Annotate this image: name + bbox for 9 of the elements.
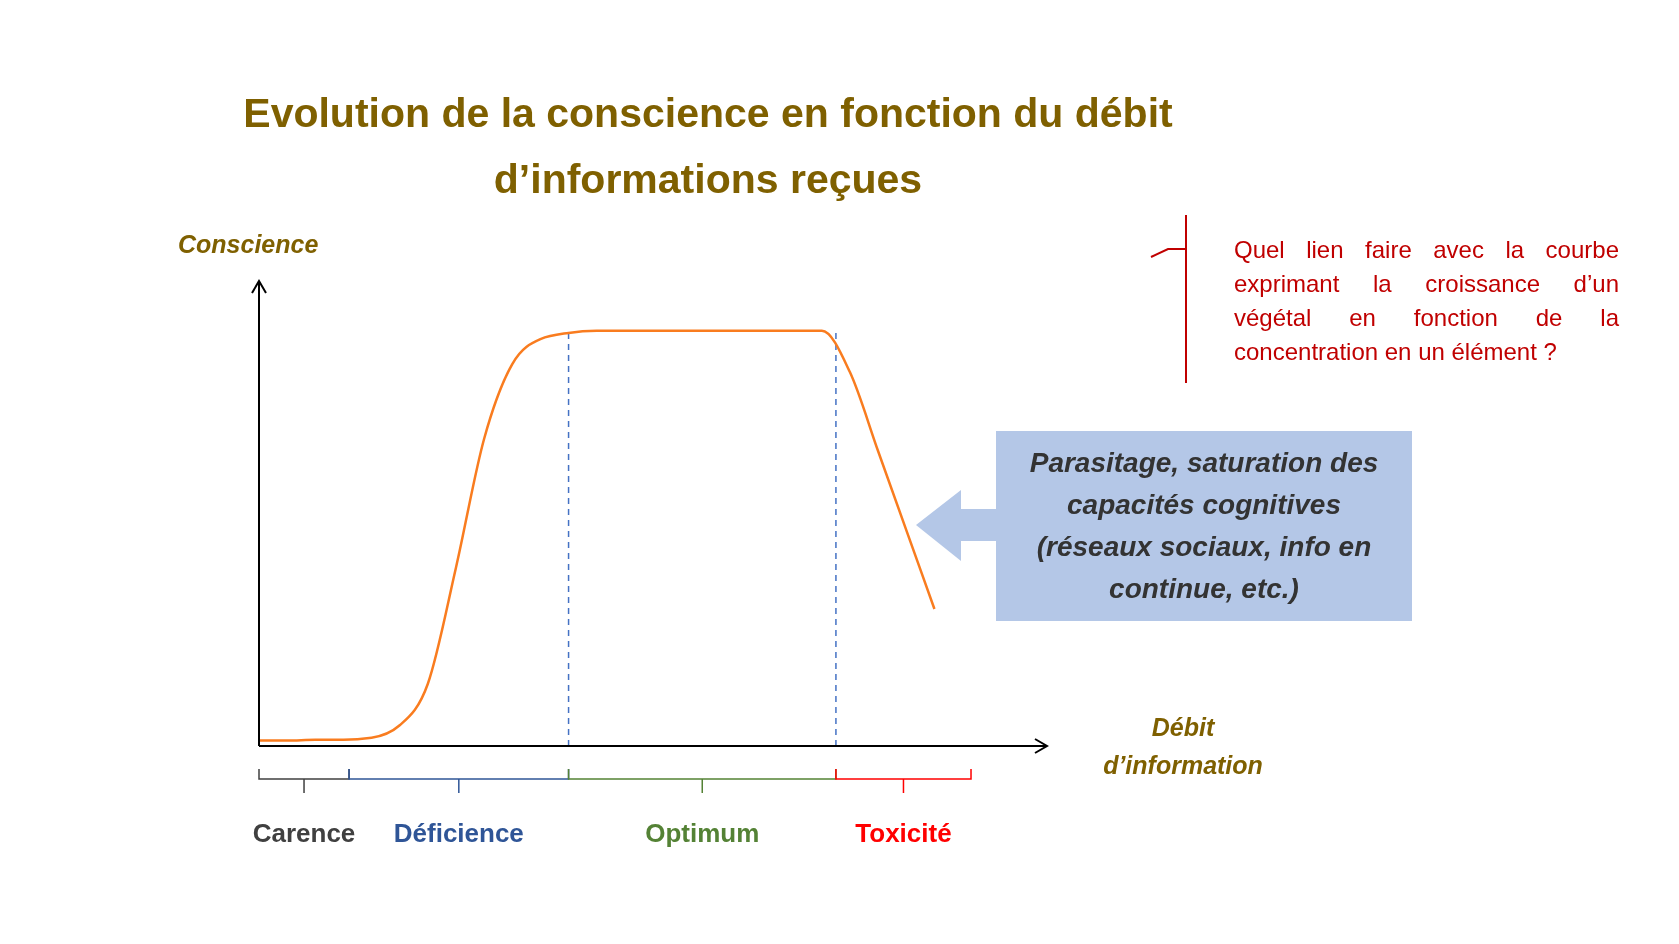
text: Quel lien faire avec la courbe exprimant la croissance d’un végétal en fonction de la concentration en un élément ? [1234,235,1619,367]
y-axis-title: Conscience [178,230,319,259]
x-axis-title: Débit d’information [1102,712,1264,781]
annotation: Parasitage, saturation des capacités cognitives (réseaux sociaux, info en continue, etc.) [1028,446,1380,606]
text: Toxicité [854,818,953,849]
text: Déficience [392,818,525,849]
text: Optimum [644,818,761,849]
text: Carence [252,818,356,848]
chart-title: Evolution de la conscience en fonction du débit d’informations reçues [242,89,1174,204]
